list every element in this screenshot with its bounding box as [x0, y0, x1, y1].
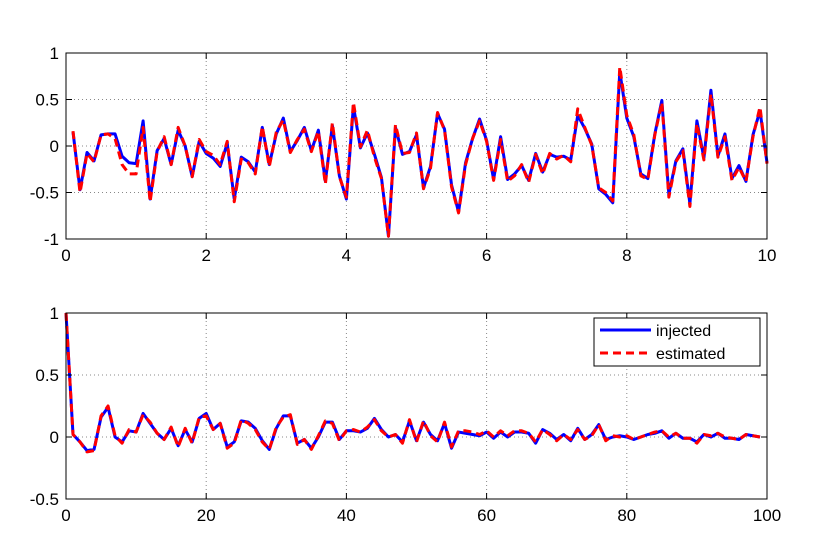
- top-x-tick-label: 10: [758, 246, 777, 265]
- bottom-x-tick-label: 60: [477, 506, 496, 525]
- top-x-tick-label: 6: [482, 246, 491, 265]
- bottom-y-tick-label: 1: [50, 304, 59, 323]
- top-subplot: 0 2 4 6 8 10 -1 -0.5 0 0.5 1: [30, 44, 777, 265]
- bottom-x-tick-label: 80: [617, 506, 636, 525]
- bottom-subplot: 0 20 40 60 80 100-0.500.51 injected estimated: [30, 304, 781, 525]
- bottom-x-tick-label: 20: [197, 506, 216, 525]
- top-ticks: 0 2 4 6 8 10 -1 -0.5 0 0.5 1: [30, 44, 777, 265]
- bottom-ticks: 0 20 40 60 80 100-0.500.51: [30, 304, 781, 525]
- bottom-y-tick-label: 0: [50, 428, 59, 447]
- legend-box: [593, 317, 761, 367]
- bottom-plot-frame: [65, 312, 768, 500]
- bottom-y-tick-label: 0.5: [35, 366, 59, 385]
- top-x-tick-label: 4: [342, 246, 351, 265]
- bottom-x-tick-label: 100: [753, 506, 781, 525]
- top-x-tick-label: 2: [201, 246, 210, 265]
- bottom-series-estimated: [64, 312, 761, 454]
- legend-label-estimated: estimated: [656, 346, 725, 363]
- top-y-tick-label: 0.5: [35, 91, 59, 110]
- top-y-tick-label: 0: [50, 137, 59, 156]
- top-x-tick-label: 0: [61, 246, 70, 265]
- bottom-x-tick-label: 0: [61, 506, 70, 525]
- top-x-tick-label: 8: [622, 246, 631, 265]
- top-series: [71, 65, 769, 238]
- top-y-tick-label: -1: [44, 230, 59, 249]
- legend: injected estimated: [593, 317, 761, 367]
- bottom-y-tick-label: -0.5: [30, 490, 59, 509]
- top-series-line-1: [71, 65, 769, 238]
- bottom-x-tick-label: 40: [337, 506, 356, 525]
- top-y-tick-label: 1: [50, 44, 59, 63]
- bottom-series: [64, 312, 761, 454]
- legend-label-injected: injected: [656, 323, 711, 340]
- top-y-tick-label: -0.5: [30, 184, 59, 203]
